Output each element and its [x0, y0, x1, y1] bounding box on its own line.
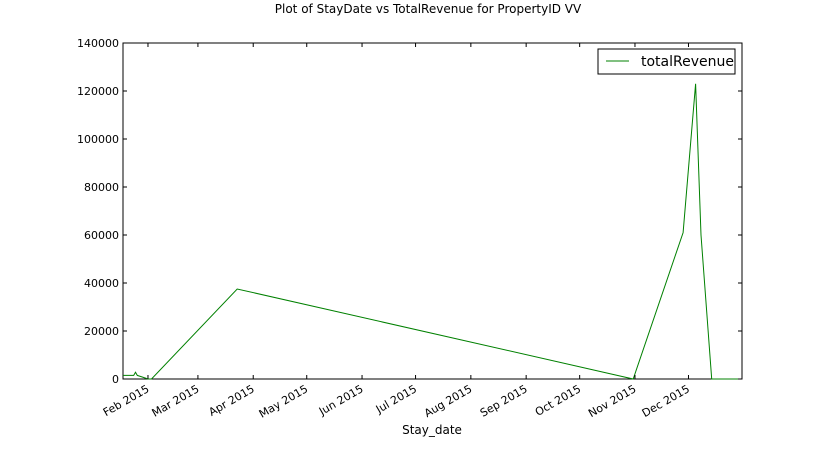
- series-layer: [123, 83, 742, 380]
- plot-frame: [122, 42, 743, 380]
- y-tick-label: 60000: [84, 229, 119, 242]
- x-tick-label: Dec 2015: [640, 382, 692, 420]
- y-axis: 0 20000 40000 60000 80000 100000 120000 140000: [77, 37, 742, 386]
- y-tick-label: 140000: [77, 37, 119, 50]
- x-tick-label: May 2015: [257, 382, 310, 420]
- legend: totalRevenue: [597, 48, 736, 75]
- x-tick-label: Apr 2015: [206, 382, 256, 419]
- y-tick-label: 120000: [77, 85, 119, 98]
- plot-area: [122, 42, 743, 380]
- x-tick-label: Mar 2015: [150, 382, 202, 419]
- x-tick-label: Oct 2015: [533, 382, 583, 419]
- x-tick-label: Feb 2015: [101, 382, 152, 419]
- legend-label: totalRevenue: [641, 54, 734, 70]
- y-tick-label: 0: [112, 373, 119, 386]
- x-tick-label: Nov 2015: [586, 382, 638, 420]
- series-line-totalRevenue: [123, 83, 742, 380]
- x-axis-label: Stay_date: [402, 423, 462, 437]
- y-tick-label: 80000: [84, 181, 119, 194]
- x-tick-label: Sep 2015: [478, 382, 530, 419]
- chart-title: Plot of StayDate vs TotalRevenue for Pro…: [275, 2, 582, 16]
- x-tick-label: Aug 2015: [422, 382, 474, 420]
- x-tick-label: Jun 2015: [316, 382, 366, 418]
- y-tick-label: 20000: [84, 325, 119, 338]
- x-tick-label: Jul 2015: [373, 382, 419, 416]
- y-tick-label: 100000: [77, 133, 119, 146]
- y-tick-label: 40000: [84, 277, 119, 290]
